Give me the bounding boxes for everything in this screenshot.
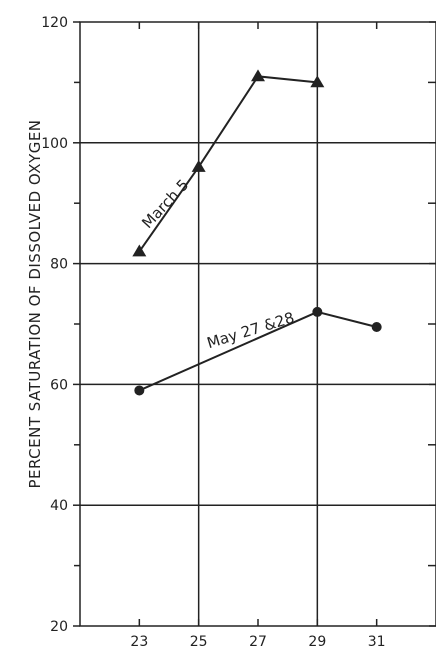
y-axis-title: PERCENT SATURATION OF DISSOLVED OXYGEN	[26, 119, 44, 488]
axis-ticks	[73, 21, 436, 627]
marker-triangle-25	[191, 159, 206, 172]
x-tick-label-31: 31	[368, 634, 386, 650]
y-tick-label-40: 40	[50, 498, 68, 514]
marker-circle-29	[312, 306, 323, 317]
marker-circle-23	[134, 385, 145, 396]
marker-triangle-29	[310, 75, 325, 88]
grid-lines	[80, 22, 436, 626]
y-tick-label-80: 80	[50, 257, 68, 273]
marker-triangle-27	[251, 69, 265, 82]
y-tick-label-60: 60	[50, 377, 68, 393]
series-line-0	[138, 75, 318, 253]
marker-circle-31	[371, 322, 382, 333]
x-tick-label-23: 23	[130, 634, 148, 650]
tick-labels: 20 40 60 80 100 120 23 25 27 29 31	[41, 15, 385, 650]
y-tick-label-120: 120	[41, 15, 68, 31]
x-tick-label-27: 27	[249, 634, 267, 650]
x-tick-label-29: 29	[308, 634, 326, 650]
y-tick-label-100: 100	[41, 136, 68, 152]
y-tick-label-20: 20	[50, 619, 68, 635]
x-tick-label-25: 25	[190, 634, 208, 650]
series-label-may-27-28: May 27 &28	[205, 308, 297, 352]
marker-triangle-23	[132, 244, 147, 257]
series-layer	[132, 69, 382, 396]
series-label-march-5: March 5	[138, 176, 192, 232]
